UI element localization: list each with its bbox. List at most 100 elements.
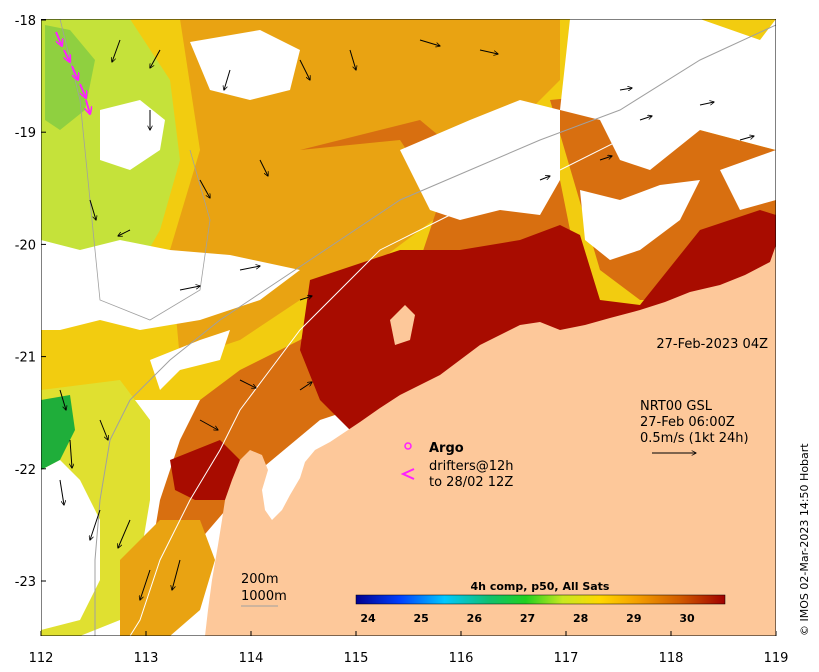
island-barrow <box>390 305 415 345</box>
land-mainland <box>205 245 776 636</box>
cloud-gap-9 <box>190 30 300 100</box>
current-arrow <box>172 559 181 590</box>
current-arrow <box>224 69 231 90</box>
colorbar-tick-label: 30 <box>679 612 695 625</box>
isobath-1000m-label: 1000m <box>241 589 287 604</box>
current-legend-line1: NRT00 GSL <box>640 399 713 414</box>
argo-drifter-track <box>55 31 90 114</box>
colorbar-title: 4h comp, p50, All Sats <box>471 580 610 593</box>
isobath-legend: 200m 1000m <box>241 572 287 607</box>
current-arrow <box>239 379 256 388</box>
sst-hot-coastal <box>300 210 776 430</box>
cloud-gap-2 <box>41 240 300 330</box>
drifter-segment <box>55 31 62 46</box>
y-tick-label: -22 <box>15 463 36 478</box>
colorbar-tick-label: 28 <box>573 612 588 625</box>
y-axis: -18 -19 -20 -21 -22 -23 <box>15 14 46 590</box>
cloud-gap-8 <box>150 330 230 390</box>
x-axis: 112 113 114 115 116 117 118 119 <box>29 631 789 666</box>
colorbar-tick-label: 29 <box>626 612 641 625</box>
argo-legend: Argo drifters@12h to 28/02 12Z <box>400 441 514 490</box>
y-tick-label: -23 <box>15 575 36 590</box>
drifter-segment <box>79 83 86 98</box>
x-tick-label: 116 <box>449 651 474 666</box>
y-tick-label: -18 <box>15 14 36 29</box>
current-arrow <box>90 509 101 540</box>
current-arrow <box>150 49 161 68</box>
cloud-gap-5 <box>580 180 700 260</box>
isobaths <box>59 19 776 636</box>
current-legend: NRT00 GSL 27-Feb 06:00Z 0.5m/s (1kt 24h) <box>640 399 749 453</box>
x-tick-label: 112 <box>29 651 54 666</box>
current-arrow <box>599 156 612 161</box>
current-arrow <box>89 199 96 220</box>
colorbar-tick-label: 25 <box>414 612 429 625</box>
x-tick-label: 119 <box>764 651 789 666</box>
x-tick-label: 118 <box>659 651 684 666</box>
cloud-gap-4 <box>400 100 560 220</box>
colorbar-tick-label: 24 <box>360 612 376 625</box>
current-vectors <box>59 39 754 600</box>
current-arrow <box>699 102 714 106</box>
current-arrow <box>349 49 356 70</box>
argo-label: Argo <box>429 441 464 456</box>
current-arrow <box>639 116 652 121</box>
current-arrow <box>140 569 151 600</box>
map-plot-area <box>41 19 776 636</box>
x-tick-label: 113 <box>134 651 159 666</box>
sst-mid-south <box>120 520 215 636</box>
current-arrow <box>99 419 108 440</box>
sst-colorbar: 4h comp, p50, All Sats 24 25 26 27 28 29 30 <box>355 580 726 625</box>
current-arrow <box>739 136 754 141</box>
x-tick-label: 114 <box>239 651 264 666</box>
current-arrow <box>112 39 121 62</box>
sst-green-patch-nw <box>45 25 95 130</box>
drifter-segment <box>71 65 78 80</box>
cloud-gap-1 <box>100 100 165 170</box>
x-tick-label: 117 <box>554 651 579 666</box>
sst-green-sw <box>41 395 75 470</box>
current-arrow <box>59 389 66 410</box>
isobath-200m <box>129 59 776 636</box>
current-arrow <box>619 88 632 90</box>
current-arrow <box>179 286 200 291</box>
current-arrow <box>118 229 131 236</box>
current-arrow <box>299 296 312 301</box>
cloud-gap-7 <box>41 460 100 630</box>
drifter-segment <box>63 49 70 62</box>
argo-symbol-icon <box>404 442 412 450</box>
current-arrow <box>259 159 268 176</box>
x-tick-label: 115 <box>344 651 369 666</box>
current-arrow <box>539 176 550 181</box>
cloud-gap-3 <box>560 19 776 170</box>
drifters-line1: drifters@12h <box>429 459 514 474</box>
credit-text: © IMOS 02-Mar-2023 14:50 Hobart <box>798 443 811 636</box>
current-arrow <box>419 39 440 46</box>
drifter-segment <box>86 99 90 114</box>
cloud-gap-6 <box>720 150 776 210</box>
current-arrow <box>199 419 218 430</box>
isobath-200m-label: 200m <box>241 572 278 587</box>
current-arrow <box>479 49 498 54</box>
current-legend-line2: 27-Feb 06:00Z <box>640 415 735 430</box>
current-arrow <box>299 59 310 80</box>
drifter-symbol-icon <box>400 468 415 480</box>
current-arrow <box>299 382 312 391</box>
current-legend-line3: 0.5m/s (1kt 24h) <box>640 431 749 446</box>
current-arrow <box>59 479 64 505</box>
y-tick-label: -19 <box>15 126 36 141</box>
map-timestamp: 27-Feb-2023 04Z <box>656 337 768 352</box>
colorbar-tick-label: 26 <box>467 612 483 625</box>
sst-hot-south <box>170 440 240 500</box>
current-arrow <box>70 439 72 468</box>
current-arrow <box>199 179 210 198</box>
isobath-1000m-west <box>59 19 211 321</box>
colorbar-ticks: 24 25 26 27 28 29 30 <box>360 612 695 625</box>
current-arrow <box>239 266 260 271</box>
y-tick-label: -20 <box>15 238 36 253</box>
cloud-gaps <box>41 19 776 630</box>
drifters-line2: to 28/02 12Z <box>429 475 513 490</box>
colorbar-gradient <box>355 594 726 605</box>
isobath-1000m <box>94 24 776 636</box>
